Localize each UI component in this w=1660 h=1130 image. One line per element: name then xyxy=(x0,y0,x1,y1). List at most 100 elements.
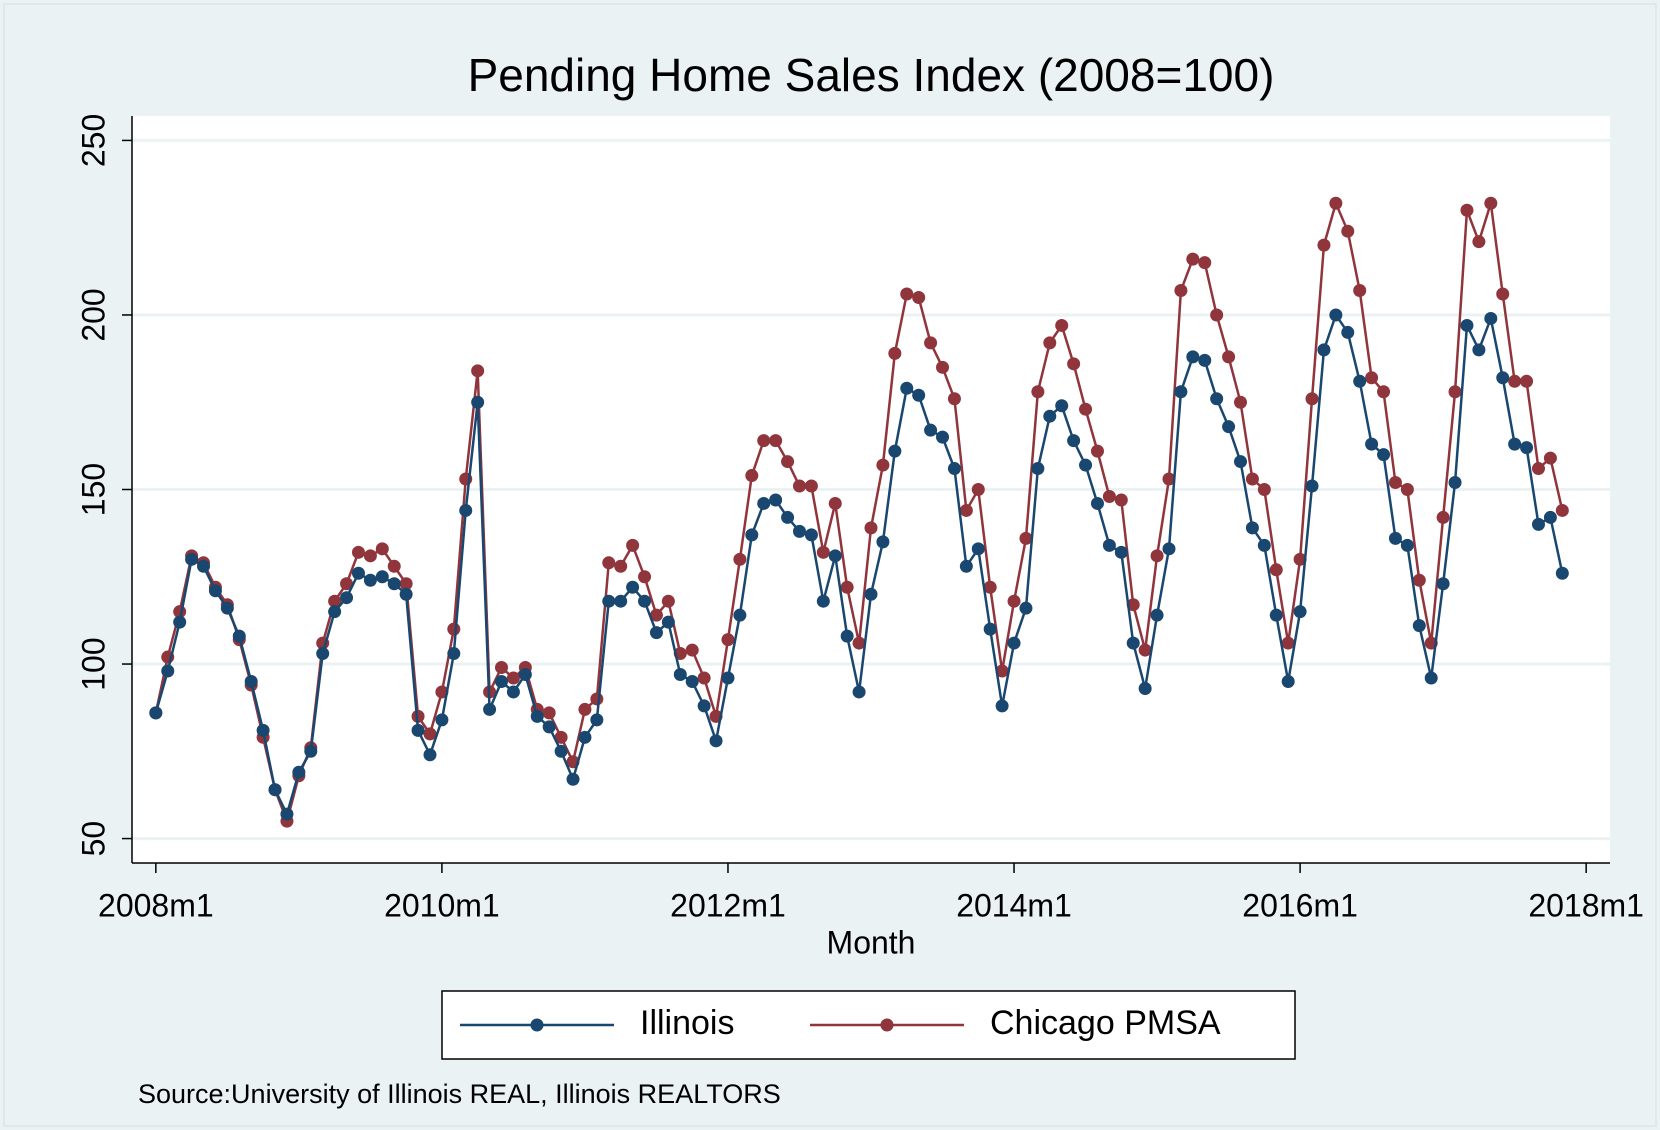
y-tick-label: 150 xyxy=(75,463,111,516)
legend-label: Chicago PMSA xyxy=(990,1004,1221,1042)
data-point xyxy=(1555,566,1569,580)
data-point xyxy=(792,479,806,493)
data-point xyxy=(375,570,389,584)
data-point xyxy=(1436,510,1450,524)
data-point xyxy=(1305,392,1319,406)
data-point xyxy=(852,636,866,650)
data-point xyxy=(1043,409,1057,423)
x-tick-label: 2010m1 xyxy=(384,887,500,923)
data-point xyxy=(554,730,568,744)
data-point xyxy=(1341,224,1355,238)
data-point xyxy=(1531,517,1545,531)
data-point xyxy=(1424,671,1438,685)
data-point xyxy=(685,643,699,657)
data-point xyxy=(328,594,342,608)
data-point xyxy=(149,706,163,720)
data-point xyxy=(256,723,270,737)
chart-title: Pending Home Sales Index (2008=100) xyxy=(468,49,1275,101)
data-point xyxy=(1067,434,1081,448)
data-point xyxy=(1269,563,1283,577)
data-point xyxy=(578,730,592,744)
data-point xyxy=(1222,350,1236,364)
data-point xyxy=(1198,256,1212,270)
data-point xyxy=(1472,343,1486,357)
data-point xyxy=(804,528,818,542)
outer-frame xyxy=(3,3,1657,1127)
data-point xyxy=(947,392,961,406)
legend-marker xyxy=(530,1018,544,1032)
data-point xyxy=(1102,489,1116,503)
data-point xyxy=(638,570,652,584)
data-point xyxy=(1007,636,1021,650)
data-point xyxy=(185,552,199,566)
data-point xyxy=(1150,608,1164,622)
data-point xyxy=(590,692,604,706)
data-point xyxy=(363,549,377,563)
data-point xyxy=(1150,549,1164,563)
data-point xyxy=(328,605,342,619)
data-point xyxy=(1377,385,1391,399)
data-point xyxy=(1031,385,1045,399)
data-point xyxy=(733,608,747,622)
data-point xyxy=(947,462,961,476)
data-point xyxy=(1412,573,1426,587)
y-tick-label: 200 xyxy=(75,288,111,341)
data-point xyxy=(1472,235,1486,249)
data-point xyxy=(1138,681,1152,695)
data-point xyxy=(1543,451,1557,465)
data-point xyxy=(1365,371,1379,385)
data-point xyxy=(912,388,926,402)
data-point xyxy=(1245,521,1259,535)
data-point xyxy=(745,528,759,542)
data-point xyxy=(661,615,675,629)
data-point xyxy=(1269,608,1283,622)
y-tick-label: 100 xyxy=(75,637,111,690)
data-point xyxy=(1114,493,1128,507)
x-tick-label: 2014m1 xyxy=(956,887,1072,923)
data-point xyxy=(1543,510,1557,524)
data-point xyxy=(506,671,520,685)
data-point xyxy=(721,633,735,647)
data-point xyxy=(757,434,771,448)
data-point xyxy=(1043,336,1057,350)
x-tick-label: 2008m1 xyxy=(98,887,214,923)
data-point xyxy=(173,615,187,629)
data-point xyxy=(280,807,294,821)
data-point xyxy=(1388,531,1402,545)
data-point xyxy=(1293,552,1307,566)
data-point xyxy=(530,709,544,723)
data-point xyxy=(1007,594,1021,608)
data-point xyxy=(1341,325,1355,339)
data-point xyxy=(769,493,783,507)
data-point xyxy=(1102,538,1116,552)
data-point xyxy=(900,381,914,395)
data-point xyxy=(900,287,914,301)
data-point xyxy=(1448,385,1462,399)
data-point xyxy=(1400,538,1414,552)
data-point xyxy=(852,685,866,699)
data-point xyxy=(876,535,890,549)
data-point xyxy=(197,559,211,573)
data-point xyxy=(375,542,389,556)
data-point xyxy=(661,594,675,608)
data-point xyxy=(1496,371,1510,385)
data-point xyxy=(220,601,234,615)
data-point xyxy=(1162,472,1176,486)
data-point xyxy=(614,559,628,573)
data-point xyxy=(1222,420,1236,434)
data-point xyxy=(1055,318,1069,332)
data-point xyxy=(745,469,759,483)
data-point xyxy=(1436,577,1450,591)
data-point xyxy=(1329,196,1343,210)
data-point xyxy=(1531,462,1545,476)
data-point xyxy=(351,566,365,580)
data-point xyxy=(840,580,854,594)
data-point xyxy=(447,622,461,636)
data-point xyxy=(542,706,556,720)
data-point xyxy=(1520,374,1534,388)
data-point xyxy=(673,668,687,682)
data-point xyxy=(721,671,735,685)
data-point xyxy=(1055,399,1069,413)
data-point xyxy=(638,594,652,608)
